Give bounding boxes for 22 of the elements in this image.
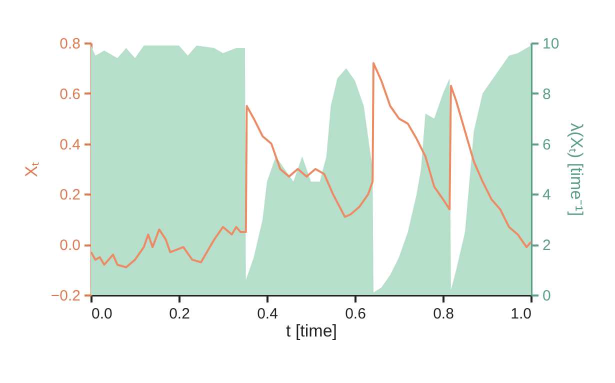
x-tick-label: 0.4 bbox=[257, 306, 278, 322]
y2-tick-label: 0 bbox=[542, 288, 551, 304]
x-axis-title: t [time] bbox=[286, 322, 338, 340]
x-tick-label: 0.6 bbox=[345, 306, 366, 322]
y-tick-label: 0.6 bbox=[60, 86, 80, 103]
y2-tick-label: 4 bbox=[542, 186, 551, 204]
y-tick-label: 0.4 bbox=[60, 136, 80, 154]
line-series bbox=[90, 62, 532, 268]
x-tick-label: 0.8 bbox=[433, 306, 454, 322]
x-tick-label: 0.2 bbox=[169, 306, 190, 322]
y-tick-label: 0.2 bbox=[60, 186, 80, 204]
y2-tick-label: 10 bbox=[542, 36, 560, 52]
y2-tick-label: 8 bbox=[542, 86, 551, 103]
x-tick-label: 0.0 bbox=[92, 306, 112, 322]
y-tick-label: −0.2 bbox=[50, 288, 80, 304]
y2-tick-label: 6 bbox=[542, 136, 551, 154]
y2-tick-label: 2 bbox=[542, 237, 551, 254]
x-tick-label: 1.0 bbox=[510, 306, 532, 322]
y-tick-label: 0.0 bbox=[60, 237, 80, 254]
y2-axis-title: λ(Xₜ) [time⁻¹] bbox=[567, 122, 586, 216]
y-tick-label: 0.8 bbox=[60, 36, 80, 52]
y-axis-title: Xₜ bbox=[22, 162, 41, 178]
